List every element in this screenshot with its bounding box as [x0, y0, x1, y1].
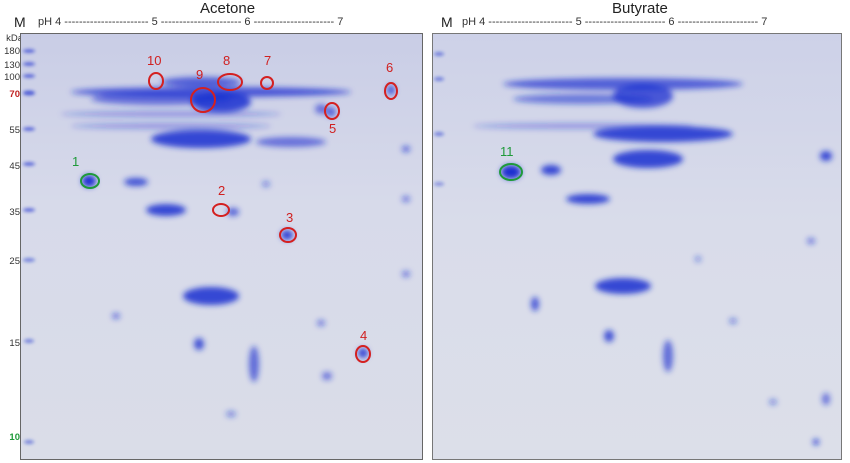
spot-label-4: 4	[360, 328, 368, 343]
spot-circle-10	[148, 72, 164, 90]
mw-unit-label: kDa	[6, 33, 23, 44]
spot-circle-2	[212, 203, 230, 217]
ph-axis-acetone: pH 4 ----------------------- 5 ---------…	[38, 16, 344, 28]
mw-label-180: 180	[4, 46, 20, 57]
spot-circle-1	[80, 173, 100, 189]
spot-circle-9	[190, 87, 216, 113]
spot-label-7: 7	[264, 53, 272, 68]
mw-label-130: 130	[4, 60, 20, 71]
spot-circle-3	[279, 227, 297, 243]
spot-label-11: 11	[500, 144, 514, 159]
gel-spots-butyrate	[434, 52, 832, 445]
mw-label-10: 10	[9, 432, 20, 443]
spot-label-3: 3	[286, 210, 294, 225]
panel-title-butyrate: Butyrate	[612, 0, 668, 17]
gel-spots-acetone	[23, 49, 410, 444]
gel-image-acetone	[20, 33, 423, 460]
ph-axis-butyrate: pH 4 ----------------------- 5 ---------…	[462, 16, 768, 28]
mw-label-70: 70	[9, 89, 20, 100]
mw-label-25: 25	[9, 256, 20, 267]
mw-label-35: 35	[9, 207, 20, 218]
spot-label-5: 5	[329, 121, 337, 136]
spot-label-1: 1	[72, 154, 80, 169]
spot-circle-8	[217, 73, 243, 91]
marker-lane-label-2: M	[441, 14, 453, 30]
spot-circle-5	[324, 102, 340, 120]
mw-label-15: 15	[9, 338, 20, 349]
mw-label-55: 55	[9, 125, 20, 136]
mw-label-100: 100	[4, 72, 20, 83]
spot-label-9: 9	[196, 67, 204, 82]
gel-image-butyrate	[432, 33, 842, 460]
spot-circle-7	[260, 76, 274, 90]
marker-lane-label: M	[14, 14, 26, 30]
spot-label-10: 10	[147, 53, 162, 68]
spot-circle-11	[499, 163, 523, 181]
spot-label-8: 8	[223, 53, 231, 68]
spot-label-6: 6	[386, 60, 394, 75]
spot-circle-6	[384, 82, 398, 100]
spot-circle-4	[355, 345, 371, 363]
panel-title-acetone: Acetone	[200, 0, 256, 17]
spot-label-2: 2	[218, 183, 226, 198]
mw-label-45: 45	[9, 161, 20, 172]
